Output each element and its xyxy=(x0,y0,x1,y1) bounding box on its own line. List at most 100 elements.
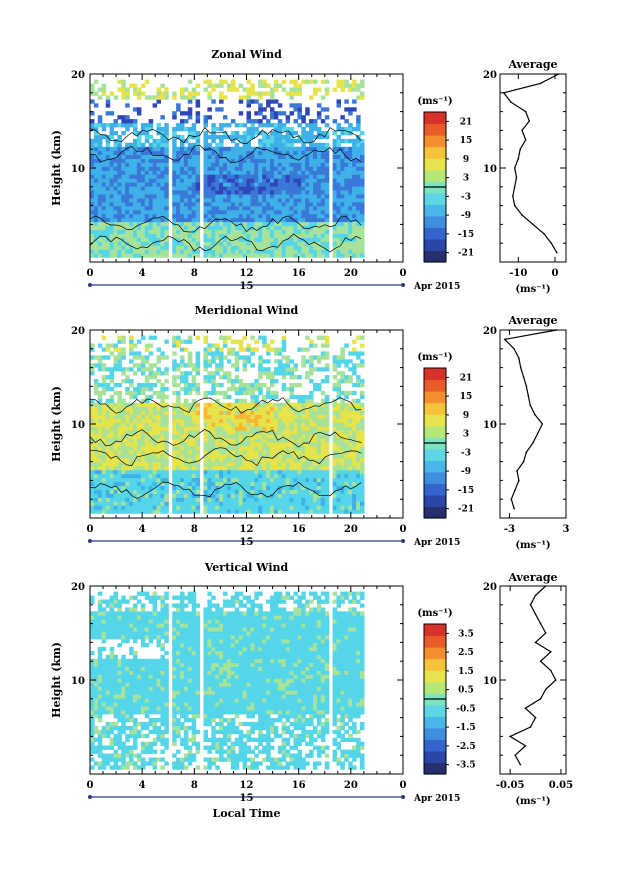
y-axis-label: Height (km) xyxy=(50,130,63,206)
average-profile-point xyxy=(532,223,534,226)
x-tick-label: 0 xyxy=(87,780,94,791)
average-profile-point xyxy=(517,157,520,160)
average-profile-point xyxy=(518,357,520,360)
x-tick-label: 16 xyxy=(292,524,306,535)
x-tick-label: 12 xyxy=(240,780,254,791)
x-tick-label: 0 xyxy=(400,780,407,791)
average-profile-point xyxy=(519,366,522,369)
colorbar-swatch xyxy=(424,391,446,404)
x-tick-label: 20 xyxy=(344,268,358,279)
average-profile-point xyxy=(555,329,558,331)
average-profile-point xyxy=(550,242,553,244)
colorbar-swatch xyxy=(424,227,446,240)
date-label: 15 xyxy=(240,281,254,292)
y-tick-label: 10 xyxy=(71,676,85,687)
colorbar-swatch xyxy=(424,681,446,694)
x-tick-label: 16 xyxy=(292,780,306,791)
average-profile-point xyxy=(524,707,527,709)
y-axis-label: Height (km) xyxy=(50,642,63,718)
average-profile-point xyxy=(519,763,522,766)
date-axis-end-marker xyxy=(401,539,405,543)
colorbar-tick-label: -1.5 xyxy=(456,723,475,733)
x-tick-label: 4 xyxy=(139,780,146,791)
colorbar-swatch xyxy=(424,506,446,519)
colorbar-tick-label: 15 xyxy=(460,136,473,146)
date-label: 15 xyxy=(240,537,254,548)
colorbar-swatch xyxy=(424,483,446,496)
average-profile-line xyxy=(503,329,557,509)
colorbar-tick-label: 15 xyxy=(460,392,473,402)
colorbar-swatch xyxy=(424,647,446,660)
average-y-tick-label: 10 xyxy=(483,676,497,687)
colorbar-swatch xyxy=(424,368,446,381)
x-axis-label: Local Time xyxy=(213,807,281,820)
average-profile-point xyxy=(544,688,547,691)
heatmap-field xyxy=(90,335,365,514)
colorbar-swatch xyxy=(424,238,446,251)
colorbar-swatch xyxy=(424,135,446,148)
colorbar-tick-label: -9 xyxy=(461,211,471,221)
date-axis-start-marker xyxy=(88,539,92,543)
y-tick-label: 10 xyxy=(71,164,85,175)
x-tick-label: 12 xyxy=(240,268,254,279)
colorbar-swatch xyxy=(424,471,446,484)
colorbar-swatch xyxy=(424,123,446,136)
average-x-tick-label: 3 xyxy=(563,524,570,535)
average-y-tick-label: 20 xyxy=(483,326,497,337)
colorbar-tick-label: -3 xyxy=(461,448,471,458)
panel-meridional-wind: Meridional Wind 20 10 Height (km) 0 4 8 12 16 20 0… xyxy=(50,304,570,551)
x-tick-label: 8 xyxy=(191,780,198,791)
colorbar-swatch xyxy=(424,624,446,637)
colorbar-swatch xyxy=(424,158,446,171)
average-profile-point xyxy=(514,754,516,756)
average-x-tick-label: -10 xyxy=(509,268,527,279)
average-profile-point xyxy=(539,698,542,700)
colorbar-tick-label: -21 xyxy=(458,249,474,259)
x-tick-label: 12 xyxy=(240,524,254,535)
heatmap-field xyxy=(90,591,365,770)
colorbar-tick-label: 21 xyxy=(460,373,473,383)
average-profile-point xyxy=(529,404,531,407)
average-profile-point xyxy=(539,660,542,662)
colorbar-swatch xyxy=(424,670,446,683)
average-profile-point xyxy=(503,338,506,341)
average-y-tick-label: 20 xyxy=(483,70,497,81)
x-tick-label: 20 xyxy=(344,780,358,791)
colorbar-swatch xyxy=(424,250,446,263)
average-profile-point xyxy=(518,479,520,482)
x-tick-label: 16 xyxy=(292,268,306,279)
average-x-tick-label: -3 xyxy=(504,524,515,535)
average-profile-point xyxy=(529,604,532,606)
average-y-tick-label: 20 xyxy=(483,582,497,593)
average-profile-point xyxy=(513,507,515,510)
average-profile-line xyxy=(508,585,557,765)
colorbar-swatch xyxy=(424,169,446,182)
x-tick-label: 4 xyxy=(139,524,146,535)
average-profile-point xyxy=(529,726,532,728)
average-x-label: (ms⁻¹) xyxy=(515,796,550,807)
colorbar-tick-label: 3 xyxy=(463,430,469,440)
y-tick-label: 10 xyxy=(71,420,85,431)
colorbar-swatch xyxy=(424,716,446,729)
average-profile-point xyxy=(534,613,537,615)
y-tick-label: 20 xyxy=(71,582,85,593)
y-tick-label: 20 xyxy=(71,70,85,81)
average-profile-point xyxy=(516,470,518,472)
zero-contours xyxy=(89,127,362,253)
date-axis-end-marker xyxy=(401,283,405,287)
date-axis-end-marker xyxy=(401,795,405,799)
average-profile-point xyxy=(550,669,552,672)
colorbar-tick-label: 3.5 xyxy=(458,629,474,639)
average-profile-point xyxy=(556,251,558,254)
colorbar-tick-label: -2.5 xyxy=(456,742,475,752)
colorbar-swatch xyxy=(424,112,446,125)
average-title: Average xyxy=(507,314,557,327)
colorbar-swatch xyxy=(424,204,446,217)
colorbar-tick-label: -21 xyxy=(458,505,474,515)
average-profile-point xyxy=(532,442,534,444)
average-profile-point xyxy=(510,498,513,501)
colorbar-swatch xyxy=(424,704,446,717)
colorbar-tick-label: 1.5 xyxy=(458,667,474,677)
average-profile-point xyxy=(524,139,527,141)
